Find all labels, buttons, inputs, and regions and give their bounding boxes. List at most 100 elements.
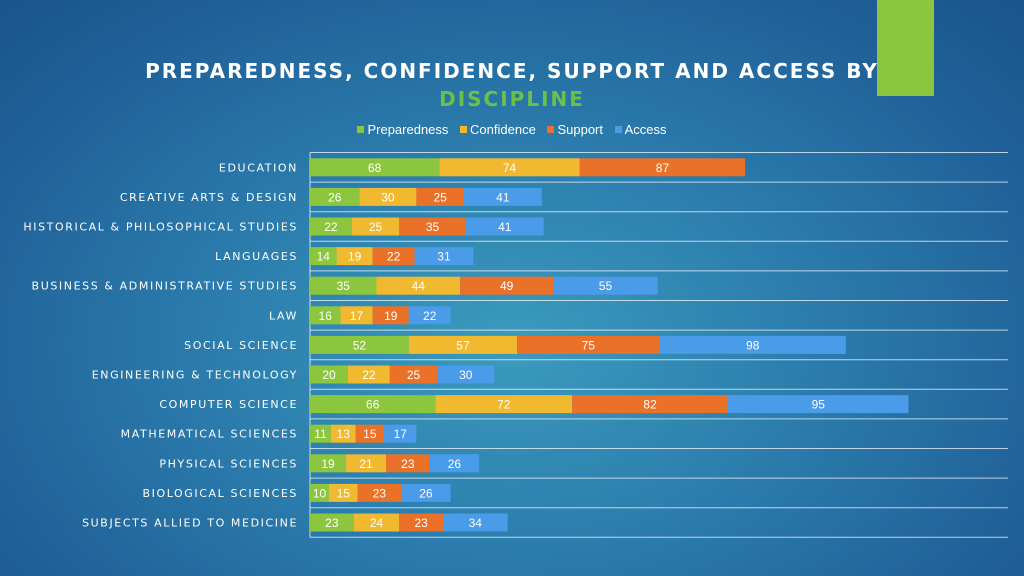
bar-computer-science-access (728, 395, 909, 414)
bar-computer-science-support (572, 395, 728, 414)
data-label-historical-philosophical-studies-preparedness: 22 (324, 220, 338, 234)
data-label-computer-science-preparedness: 66 (366, 398, 380, 412)
data-label-mathematical-sciences-support: 15 (363, 427, 377, 441)
data-label-education-support: 87 (656, 161, 670, 175)
data-label-engineering-technology-access: 30 (459, 368, 473, 382)
bar-law-confidence (340, 306, 373, 325)
bar-mathematical-sciences-preparedness (310, 424, 331, 443)
bar-historical-philosophical-studies-access (465, 217, 544, 236)
category-label-languages: LANGUAGES (215, 250, 298, 263)
data-label-social-science-support: 75 (582, 338, 596, 352)
bar-subjects-allied-to-medicine-confidence (353, 513, 400, 532)
bar-physical-sciences-access (429, 454, 480, 473)
bar-physical-sciences-support (386, 454, 430, 473)
bar-subjects-allied-to-medicine-preparedness (310, 513, 354, 532)
bar-biological-sciences-preparedness (310, 483, 329, 502)
bar-biological-sciences-support (357, 483, 402, 502)
data-label-social-science-preparedness: 52 (353, 338, 367, 352)
bar-physical-sciences-confidence (346, 454, 386, 473)
bar-social-science-support (517, 335, 660, 354)
category-label-education: EDUCATION (219, 161, 298, 174)
bar-business-administrative-studies-support (460, 276, 554, 295)
bar-historical-philosophical-studies-support (399, 217, 466, 236)
bar-computer-science-preparedness (310, 395, 436, 414)
bar-languages-access (414, 247, 474, 266)
bar-subjects-allied-to-medicine-access (443, 513, 508, 532)
data-label-mathematical-sciences-confidence: 13 (337, 427, 351, 441)
data-label-subjects-allied-to-medicine-preparedness: 23 (325, 516, 339, 530)
data-label-subjects-allied-to-medicine-access: 34 (469, 516, 483, 530)
bar-physical-sciences-preparedness (310, 454, 347, 473)
data-label-biological-sciences-access: 26 (419, 486, 433, 500)
legend-item-confidence: Confidence (460, 122, 536, 137)
data-label-historical-philosophical-studies-support: 35 (426, 220, 440, 234)
data-label-languages-confidence: 19 (348, 250, 362, 264)
data-label-education-confidence: 74 (503, 161, 517, 175)
data-label-engineering-technology-support: 25 (407, 368, 421, 382)
data-label-mathematical-sciences-access: 17 (394, 427, 408, 441)
bar-creative-arts-design-confidence (359, 187, 417, 206)
data-label-engineering-technology-preparedness: 20 (322, 368, 336, 382)
legend-swatch-preparedness (357, 126, 365, 133)
bar-historical-philosophical-studies-preparedness (310, 217, 352, 236)
data-label-computer-science-confidence: 72 (497, 398, 511, 412)
legend: Preparedness Confidence Support Access (0, 122, 1024, 137)
bar-social-science-access (659, 335, 846, 354)
bar-mathematical-sciences-support (355, 424, 385, 443)
bar-biological-sciences-confidence (329, 483, 358, 502)
legend-item-preparedness: Preparedness (357, 122, 448, 137)
bar-languages-confidence (336, 247, 373, 266)
legend-label-support: Support (557, 122, 603, 137)
category-label-business-administrative-studies: BUSINESS & ADMINISTRATIVE STUDIES (32, 280, 298, 293)
data-label-business-administrative-studies-preparedness: 35 (337, 279, 351, 293)
category-label-engineering-technology: ENGINEERING & TECHNOLOGY (92, 369, 298, 382)
bar-engineering-technology-confidence (348, 365, 390, 384)
data-label-law-preparedness: 16 (319, 309, 333, 323)
legend-label-confidence: Confidence (470, 122, 536, 137)
bar-engineering-technology-preparedness (310, 365, 348, 384)
data-label-biological-sciences-preparedness: 10 (313, 486, 327, 500)
bar-subjects-allied-to-medicine-support (399, 513, 443, 532)
data-label-social-science-confidence: 57 (456, 338, 470, 352)
bar-law-access (408, 306, 451, 325)
legend-label-preparedness: Preparedness (367, 122, 449, 137)
data-label-mathematical-sciences-preparedness: 11 (314, 427, 327, 441)
data-label-physical-sciences-support: 23 (401, 457, 415, 471)
bar-social-science-confidence (408, 335, 518, 354)
legend-swatch-confidence (460, 126, 468, 133)
legend-swatch-access (614, 126, 622, 133)
category-label-computer-science: COMPUTER SCIENCE (159, 398, 298, 411)
data-label-biological-sciences-support: 23 (373, 486, 387, 500)
category-label-subjects-allied-to-medicine: SUBJECTS ALLIED TO MEDICINE (82, 517, 298, 530)
bar-creative-arts-design-preparedness (310, 187, 360, 206)
legend-swatch-support (547, 126, 555, 133)
bar-biological-sciences-access (401, 483, 451, 502)
data-label-physical-sciences-preparedness: 19 (321, 457, 335, 471)
category-label-mathematical-sciences: MATHEMATICAL SCIENCES (121, 428, 298, 441)
data-label-business-administrative-studies-support: 49 (500, 279, 514, 293)
chart-title-line2: DISCIPLINE (439, 87, 585, 111)
data-label-physical-sciences-access: 26 (448, 457, 462, 471)
data-label-law-support: 19 (384, 309, 398, 323)
data-label-historical-philosophical-studies-access: 41 (498, 220, 512, 234)
bar-education-confidence (439, 158, 580, 177)
data-label-languages-preparedness: 14 (317, 250, 331, 264)
legend-item-support: Support (547, 122, 603, 137)
data-label-education-preparedness: 68 (368, 161, 382, 175)
data-label-social-science-access: 98 (746, 338, 760, 352)
bar-business-administrative-studies-preparedness (310, 276, 377, 295)
category-label-creative-arts-design: CREATIVE ARTS & DESIGN (120, 191, 298, 204)
bar-creative-arts-design-support (416, 187, 464, 206)
bar-languages-support (372, 247, 415, 266)
data-label-creative-arts-design-support: 25 (433, 190, 447, 204)
bar-social-science-preparedness (310, 335, 409, 354)
category-label-law: LAW (269, 309, 298, 322)
legend-item-access: Access (614, 122, 667, 137)
data-label-creative-arts-design-confidence: 30 (381, 190, 395, 204)
category-label-historical-philosophical-studies: HISTORICAL & PHILOSOPHICAL STUDIES (23, 221, 298, 234)
data-label-biological-sciences-confidence: 15 (337, 486, 351, 500)
accent-tab (877, 0, 934, 96)
bar-mathematical-sciences-access (384, 424, 417, 443)
data-label-subjects-allied-to-medicine-support: 23 (414, 516, 428, 530)
data-label-historical-philosophical-studies-confidence: 25 (369, 220, 383, 234)
